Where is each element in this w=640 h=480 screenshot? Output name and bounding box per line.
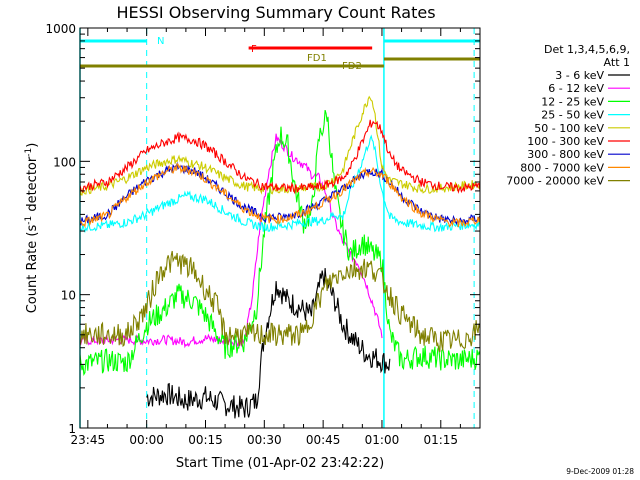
legend-label-7: 800 - 7000 keV bbox=[520, 161, 604, 174]
x-tick-label-0: 23:45 bbox=[71, 433, 106, 447]
series-line-7 bbox=[79, 163, 481, 229]
series-line-4 bbox=[79, 95, 481, 196]
legend-label-5: 100 - 300 keV bbox=[527, 135, 604, 148]
series-line-2 bbox=[79, 109, 481, 376]
legend-label-3: 25 - 50 keV bbox=[541, 109, 604, 122]
plot-frame bbox=[79, 27, 481, 429]
legend-label-2: 12 - 25 keV bbox=[541, 95, 604, 108]
y-tick-label-2: 100 bbox=[53, 155, 76, 169]
annotation-n-label: N bbox=[157, 36, 164, 47]
annotation-fd1-label: FD1 bbox=[307, 53, 327, 64]
axis-ticks: 23:45 00:00 00:15 00:30 00:45 01:00 01:15 1 10 10… bbox=[45, 22, 481, 447]
legend-label-0: 3 - 6 keV bbox=[555, 69, 604, 82]
x-axis-label: Start Time (01-Apr-02 23:42:22) bbox=[176, 456, 384, 471]
timestamp: 9-Dec-2009 01:28 bbox=[566, 467, 634, 476]
y-tick-label-0: 1 bbox=[68, 422, 76, 436]
series-line-6 bbox=[79, 161, 481, 227]
legend-label-1: 6 - 12 keV bbox=[548, 82, 604, 95]
y-axis-label-sup2: -1 bbox=[24, 148, 34, 157]
x-tick-label-6: 01:15 bbox=[423, 433, 458, 447]
series-line-8 bbox=[79, 250, 481, 353]
annotation-fd2-label: FD2 bbox=[342, 61, 362, 72]
legend-label-6: 300 - 800 keV bbox=[527, 148, 604, 161]
plot-area: N F FD1 FD2 bbox=[79, 28, 481, 428]
y-axis-label-end: ) bbox=[25, 143, 40, 148]
x-tick-label-5: 01:00 bbox=[365, 433, 400, 447]
series-line-0 bbox=[146, 268, 391, 419]
legend-label-8: 7000 - 20000 keV bbox=[506, 175, 604, 188]
y-axis-label-main: Count Rate (s bbox=[25, 225, 40, 314]
legend-label-4: 50 - 100 keV bbox=[534, 122, 604, 135]
x-tick-label-3: 00:30 bbox=[247, 433, 282, 447]
series-line-5 bbox=[79, 119, 481, 195]
legend-title-2: Att 1 bbox=[604, 56, 630, 69]
annotation-f-label: F bbox=[251, 44, 257, 55]
series-line-3 bbox=[79, 134, 481, 234]
y-axis-label-sup1: -1 bbox=[24, 216, 34, 225]
legend-title-1: Det 1,3,4,5,6,9, bbox=[544, 43, 630, 56]
y-axis-label: Count Rate (s-1 detector-1) bbox=[24, 143, 40, 314]
chart-title: HESSI Observing Summary Count Rates bbox=[116, 3, 435, 22]
x-tick-label-1: 00:00 bbox=[129, 433, 164, 447]
x-tick-label-2: 00:15 bbox=[188, 433, 223, 447]
y-axis-label-mid: detector bbox=[25, 156, 40, 216]
y-tick-label-1: 10 bbox=[61, 289, 76, 303]
x-tick-label-4: 00:45 bbox=[306, 433, 341, 447]
y-tick-label-3: 1000 bbox=[45, 22, 76, 36]
